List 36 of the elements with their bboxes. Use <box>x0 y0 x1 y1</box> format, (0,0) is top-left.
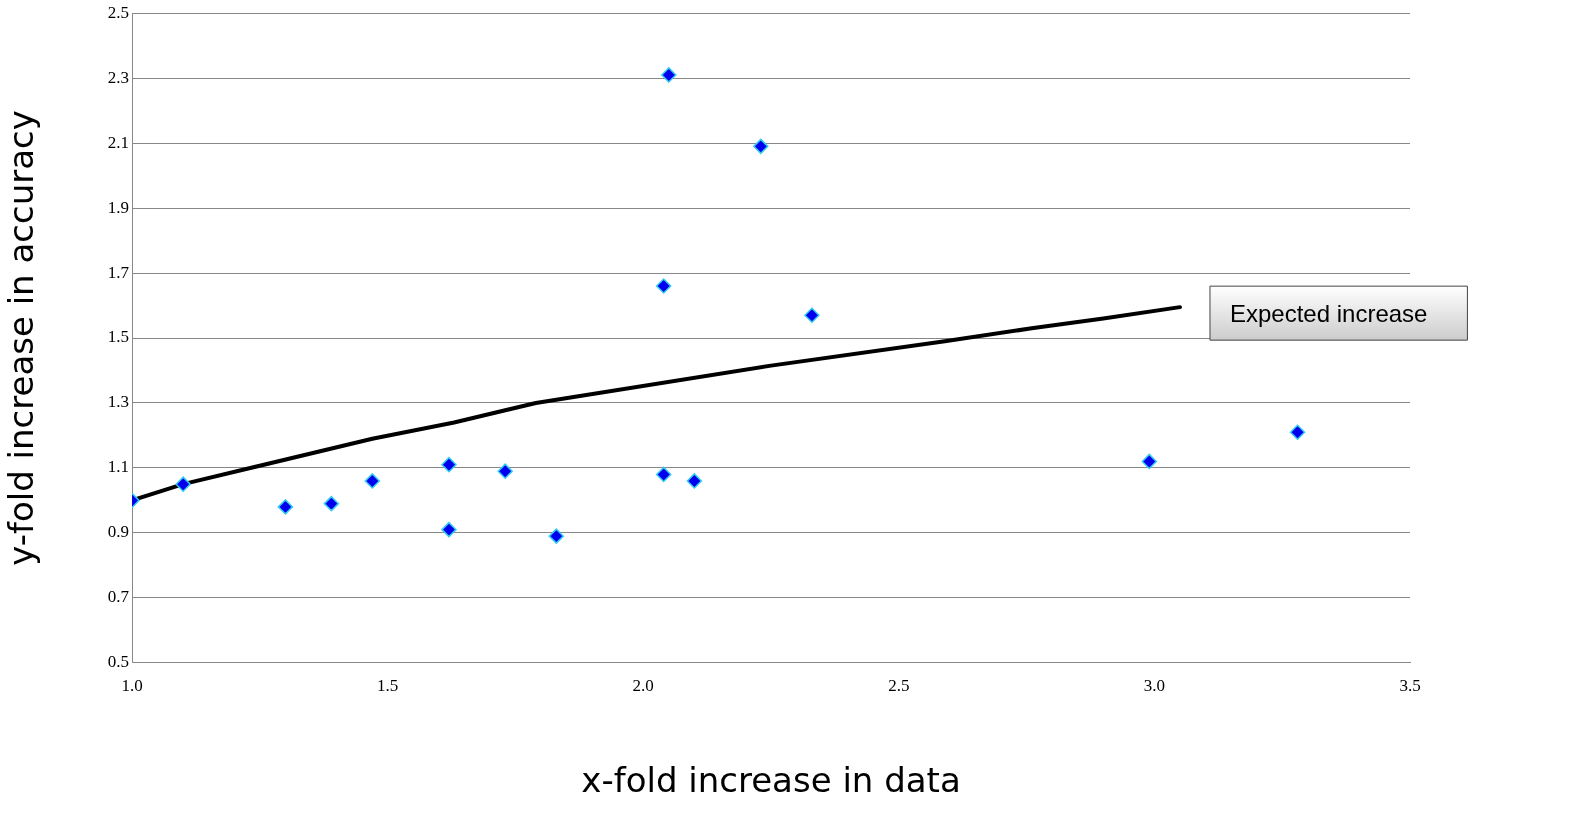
y-tick-label: 2.3 <box>107 67 130 87</box>
y-tick-label: 1.1 <box>107 457 130 477</box>
point <box>497 463 513 479</box>
point <box>441 521 457 538</box>
point <box>323 495 340 512</box>
point <box>686 473 703 489</box>
y-tick-label: 0.5 <box>107 652 130 672</box>
point <box>277 499 294 515</box>
y-tick-label: 0.9 <box>107 522 130 542</box>
point <box>441 456 457 473</box>
point <box>548 528 565 544</box>
point <box>753 138 769 155</box>
y-axis-title: y-fold increase in accuracy <box>1 110 42 566</box>
y-tick-label: 0.7 <box>107 587 130 607</box>
y-tick-label: 2.1 <box>107 132 130 152</box>
y-tick-label: 1.7 <box>107 262 130 282</box>
point <box>364 473 381 489</box>
x-tick-label: 1.0 <box>121 676 143 696</box>
y-tick-label: 1.9 <box>107 197 130 217</box>
y-tick-label: 2.5 <box>107 2 130 22</box>
x-axis-title: x-fold increase in data <box>581 760 961 801</box>
point <box>1141 453 1158 470</box>
point <box>661 67 677 83</box>
point <box>175 476 191 492</box>
x-tick-label: 3.0 <box>1143 676 1166 696</box>
annotation: Expected increase <box>1229 299 1428 327</box>
point <box>1289 424 1306 440</box>
x-tick-label: 2.0 <box>632 676 654 696</box>
y-tick-label: 1.3 <box>107 392 130 412</box>
x-tick-label: 1.5 <box>377 676 399 696</box>
point <box>655 278 672 294</box>
x-tick-label: 3.5 <box>1399 676 1421 696</box>
y-tick-label: 1.5 <box>107 327 130 347</box>
point <box>655 466 672 483</box>
x-tick-label: 2.5 <box>888 676 910 696</box>
point <box>804 307 820 324</box>
